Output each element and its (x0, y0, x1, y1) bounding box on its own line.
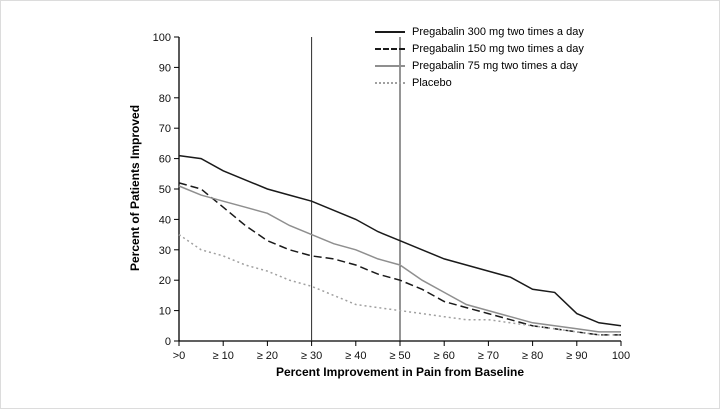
x-tick-label: ≥ 60 (434, 350, 455, 362)
x-tick-label: ≥ 90 (566, 350, 587, 362)
series-line-1 (178, 154, 622, 327)
legend-line-sample (375, 30, 405, 33)
series-line-2 (178, 182, 621, 336)
legend-item: Placebo (375, 74, 584, 91)
legend-label: Placebo (412, 76, 452, 89)
x-tick-label: 100 (612, 350, 630, 362)
y-tick-label: 100 (153, 32, 171, 44)
x-axis-title: Percent Improvement in Pain from Baselin… (275, 365, 525, 379)
y-axis-title: Percent of Patients Improved (128, 104, 142, 272)
y-tick-label: 40 (159, 214, 171, 226)
y-tick-label: 10 (159, 306, 171, 318)
chart-legend: Pregabalin 300 mg two times a day Pregaba… (375, 23, 584, 91)
x-tick-label: ≥ 40 (345, 350, 366, 362)
legend-item: Pregabalin 150 mg two times a day (375, 40, 584, 57)
series-line-3 (178, 185, 621, 333)
x-tick-label: ≥ 70 (478, 350, 499, 362)
legend-line-sample (375, 81, 405, 84)
y-tick-label: 60 (159, 154, 171, 166)
legend-label: Pregabalin 75 mg two times a day (412, 59, 578, 72)
series-line-4 (178, 233, 621, 336)
y-tick-label: 0 (165, 336, 171, 348)
y-tick-label: 20 (159, 275, 171, 287)
y-tick-label: 50 (159, 184, 171, 196)
y-tick-label: 30 (159, 245, 171, 257)
y-tick-label: 90 (159, 62, 171, 74)
legend-line-sample (375, 64, 405, 67)
y-tick-label: 70 (159, 123, 171, 135)
x-tick-label: >0 (173, 350, 186, 362)
legend-label: Pregabalin 150 mg two times a day (412, 42, 584, 55)
x-tick-label: ≥ 80 (522, 350, 543, 362)
legend-item: Pregabalin 75 mg two times a day (375, 57, 584, 74)
x-tick-label: ≥ 50 (389, 350, 410, 362)
legend-item: Pregabalin 300 mg two times a day (375, 23, 584, 40)
legend-label: Pregabalin 300 mg two times a day (412, 25, 584, 38)
x-tick-label: ≥ 30 (301, 350, 322, 362)
x-tick-label: ≥ 20 (257, 350, 278, 362)
legend-line-sample (375, 47, 405, 50)
y-tick-label: 80 (159, 93, 171, 105)
x-tick-label: ≥ 10 (213, 350, 234, 362)
